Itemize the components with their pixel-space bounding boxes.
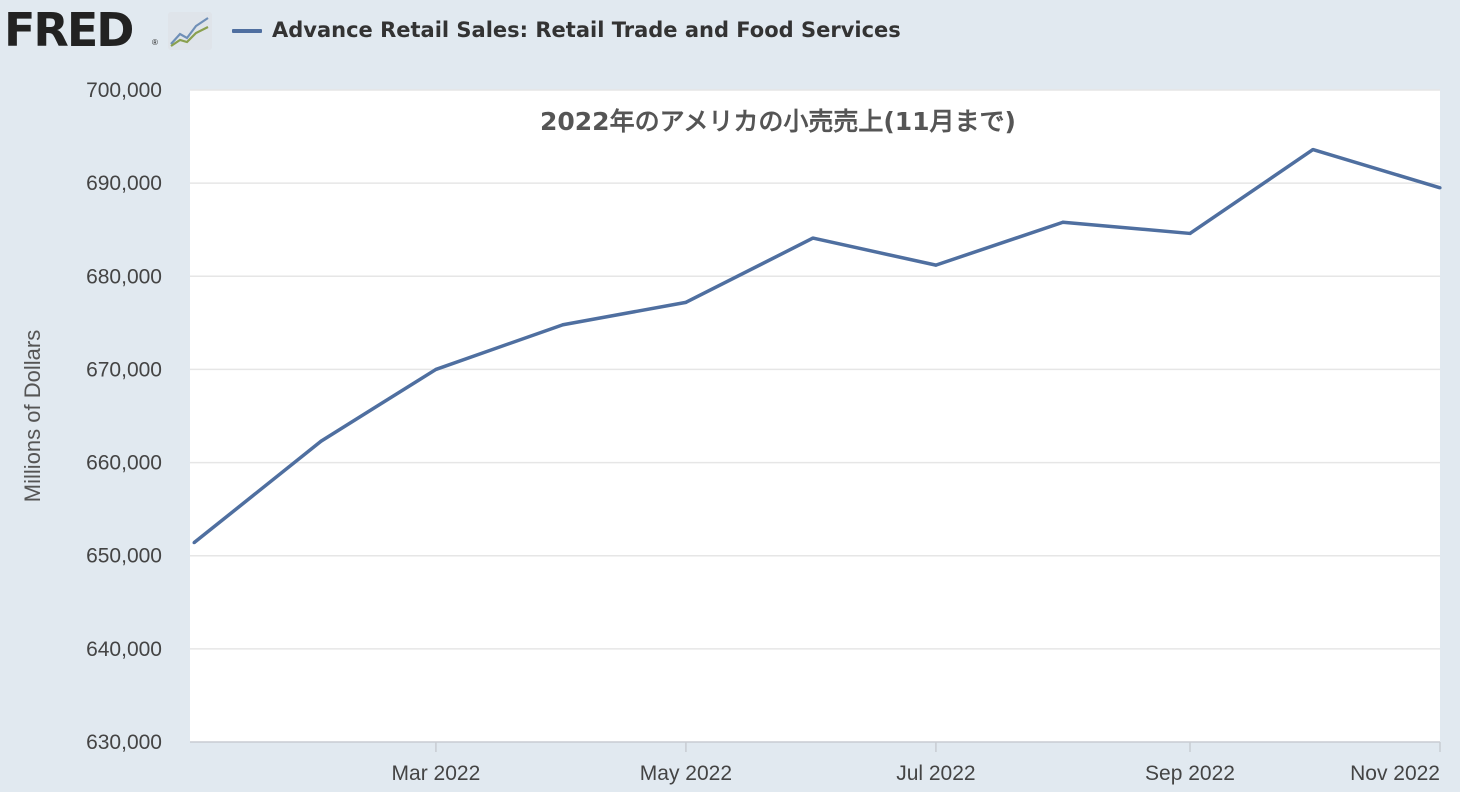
y-tick-label: 670,000 [86, 358, 162, 381]
fred-logo[interactable]: FRED [4, 3, 134, 57]
data-point[interactable] [1061, 220, 1065, 224]
y-tick-label: 690,000 [86, 172, 162, 195]
x-tick-label: Sep 2022 [1145, 762, 1235, 785]
x-tick-label: Nov 2022 [1350, 762, 1440, 785]
x-tick-label: Jul 2022 [896, 762, 975, 785]
data-point[interactable] [811, 236, 815, 240]
y-tick-label: 660,000 [86, 452, 162, 475]
y-tick-label: 630,000 [86, 731, 162, 754]
data-point[interactable] [1311, 148, 1315, 152]
x-tick-label: Mar 2022 [392, 762, 481, 785]
gridlines [190, 89, 1440, 743]
legend-series-label[interactable]: Advance Retail Sales: Retail Trade and F… [272, 18, 901, 42]
y-axis-ticks: 630,000 640,000 650,000 660,000 670,000 680,0… [86, 79, 162, 754]
data-point[interactable] [319, 439, 323, 443]
data-point[interactable] [561, 323, 565, 327]
plot-area [190, 90, 1440, 742]
registered-mark: ® [152, 38, 158, 47]
y-tick-label: 700,000 [86, 79, 162, 102]
y-tick-label: 680,000 [86, 265, 162, 288]
y-tick-label: 650,000 [86, 545, 162, 568]
data-point[interactable] [434, 367, 438, 372]
x-axis-ticks: Mar 2022 May 2022 Jul 2022 Sep 2022 Nov 2022 [392, 742, 1441, 785]
header: FRED ® Advance Retail Sales: Retail Trad… [0, 0, 1460, 62]
legend-series-swatch [232, 29, 262, 33]
fred-graph-icon [168, 12, 212, 50]
chart-title: 2022年のアメリカの小売売上(11月まで) [540, 107, 1016, 136]
y-axis-title: Millions of Dollars [20, 330, 45, 502]
data-point[interactable] [192, 541, 196, 545]
data-point[interactable] [1188, 231, 1192, 236]
data-point[interactable] [934, 263, 938, 267]
y-tick-label: 640,000 [86, 638, 162, 661]
data-point[interactable] [1438, 186, 1442, 190]
x-tick-label: May 2022 [640, 762, 732, 785]
series-group [192, 147, 1442, 545]
data-point[interactable] [684, 300, 688, 304]
